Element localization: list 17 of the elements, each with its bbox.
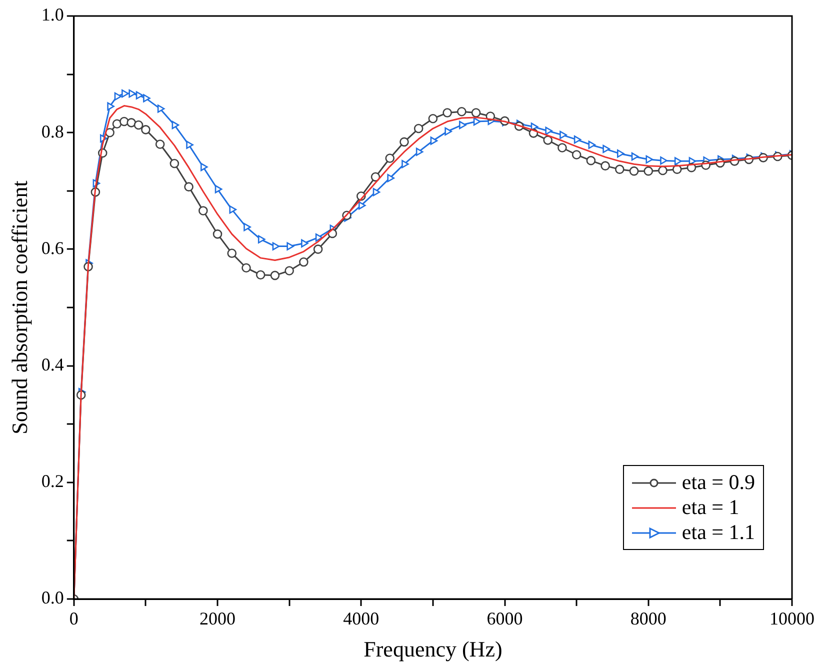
y-tick-label: 0.0 [41, 588, 64, 608]
x-tick-label: 10000 [770, 608, 814, 629]
x-tick-label: 8000 [630, 608, 666, 629]
y-tick-label: 0.8 [41, 121, 64, 142]
y-tick-label: 1.0 [41, 4, 64, 25]
x-tick-label: 6000 [486, 608, 523, 629]
legend-label: eta = 0.9 [682, 470, 755, 495]
x-tick-label: 0 [69, 608, 78, 629]
y-tick-label: 0.2 [41, 471, 64, 492]
x-tick-label: 4000 [343, 608, 380, 629]
legend-label: eta = 1 [682, 495, 740, 520]
y-tick-label: 0.6 [41, 238, 64, 258]
x-axis-title: Frequency (Hz) [364, 636, 502, 662]
x-tick-label: 2000 [200, 608, 236, 629]
y-axis-title: Sound absorption coefficient [6, 180, 32, 434]
y-tick-label: 0.4 [41, 354, 64, 375]
legend-label: eta = 1.1 [682, 520, 755, 545]
